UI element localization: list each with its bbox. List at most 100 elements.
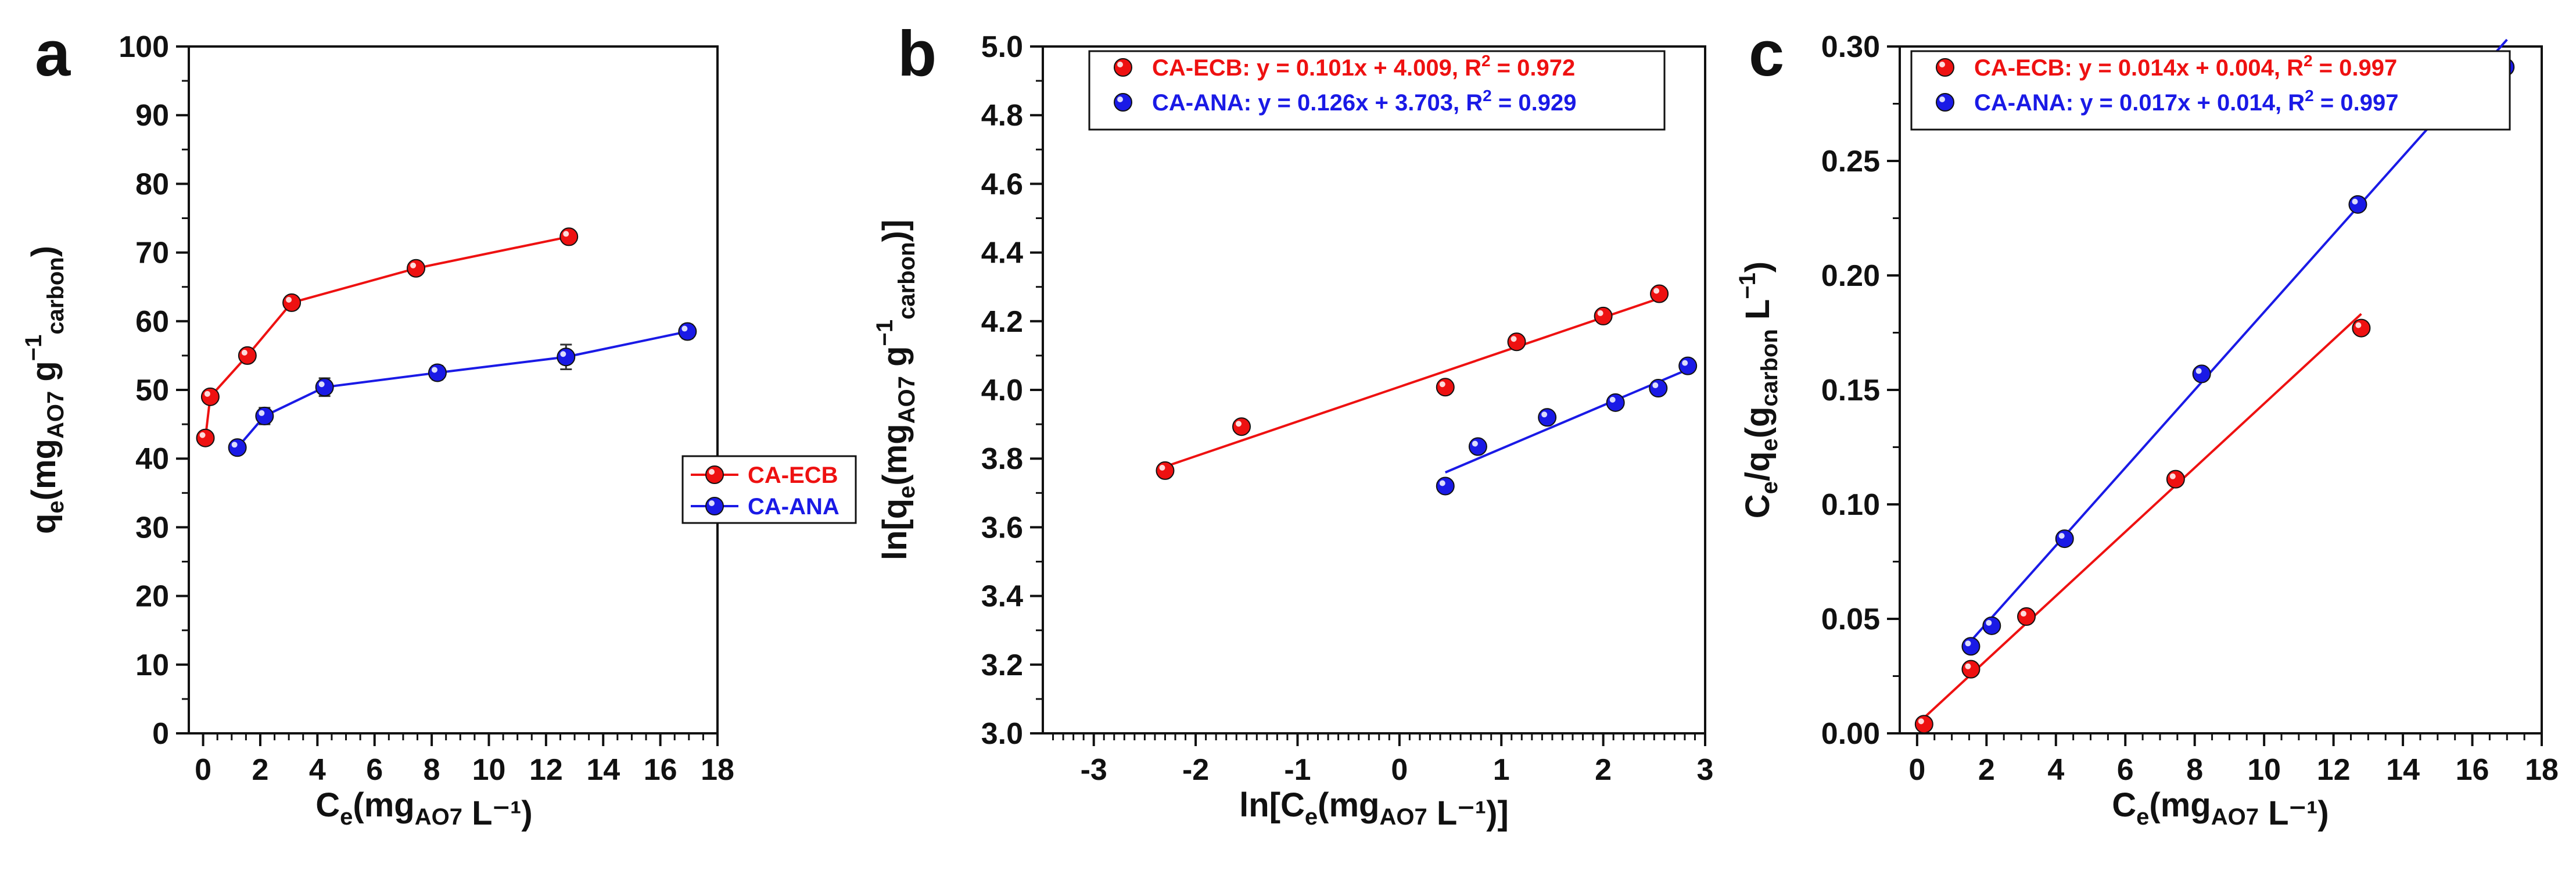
y-tick-label: 90 <box>135 99 169 132</box>
x-tick-label: -1 <box>1284 753 1311 787</box>
data-point-highlight <box>204 390 210 397</box>
y-tick-label: 3.8 <box>981 442 1023 476</box>
data-point <box>2352 318 2371 338</box>
data-point-highlight <box>563 231 569 237</box>
data-point <box>1468 437 1487 456</box>
x-tick-label: 10 <box>472 753 506 787</box>
data-point <box>1436 378 1455 397</box>
data-point-highlight <box>2021 611 2027 617</box>
y-axis-label: Ce/qe(gcarbon L−1) <box>1735 261 1782 519</box>
x-tick-label: 2 <box>1595 753 1612 787</box>
data-point <box>1156 461 1175 480</box>
y-tick-label: 30 <box>135 511 169 544</box>
series-ca-ana <box>1961 38 2515 656</box>
legend-box <box>1910 50 2511 131</box>
x-axis-label: Ce(mgAO7 L⁻¹) <box>315 786 533 832</box>
data-point-highlight <box>1511 336 1517 342</box>
x-tick-label: 4 <box>2047 753 2064 787</box>
x-tick-label: 10 <box>2247 753 2281 787</box>
data-point <box>1961 660 1981 679</box>
y-tick-label: 0.10 <box>1821 488 1880 522</box>
data-point-highlight <box>286 296 292 303</box>
x-tick-label: 8 <box>2186 753 2203 787</box>
data-point-highlight <box>1682 360 1688 366</box>
data-point <box>1594 306 1613 325</box>
y-tick-label: 70 <box>135 237 169 270</box>
x-tick-label: 14 <box>586 753 620 787</box>
data-point-highlight <box>1439 480 1445 486</box>
plot-frame <box>188 45 719 734</box>
data-point-highlight <box>1609 396 1616 403</box>
y-tick-label: 50 <box>135 374 169 407</box>
y-tick-label: 0.00 <box>1821 717 1880 751</box>
data-point <box>1232 417 1251 436</box>
legend-marker-highlight <box>709 500 715 506</box>
data-point <box>1538 408 1557 427</box>
x-axis-label: Ce(mgAO7 L⁻¹) <box>2112 786 2329 832</box>
data-point <box>678 322 697 341</box>
data-point <box>1678 356 1698 375</box>
x-tick-label: 12 <box>2317 753 2351 787</box>
series-ca-ecb <box>1156 284 1669 480</box>
y-tick-label: 10 <box>135 648 169 682</box>
y-tick-label: 4.8 <box>981 99 1023 132</box>
legend-marker <box>705 465 724 484</box>
data-point-highlight <box>431 367 437 373</box>
y-tick-label: 4.6 <box>981 167 1023 201</box>
data-point <box>557 347 576 367</box>
x-tick-label: 16 <box>2456 753 2489 787</box>
data-point-highlight <box>681 325 688 332</box>
legend-marker-highlight <box>709 469 715 475</box>
y-axis-label: ln[qe(mgAO7 g−1carbon)] <box>872 220 920 560</box>
y-tick-label: 0.25 <box>1821 145 1880 178</box>
y-tick-label: 0.05 <box>1821 603 1880 636</box>
data-point-highlight <box>1918 718 1924 725</box>
y-tick-label: 3.4 <box>981 580 1023 614</box>
x-tick-label: 0 <box>1908 753 1925 787</box>
data-point <box>2192 364 2211 384</box>
legend-label: CA-ANA: y = 0.126x + 3.703, R2 = 0.929 <box>1152 87 1576 116</box>
y-tick-label: 0.30 <box>1821 30 1880 64</box>
series-ca-ana <box>1436 356 1698 496</box>
x-axis-label: ln[Ce(mgAO7 L⁻¹)] <box>1239 786 1509 832</box>
data-point <box>1507 332 1526 352</box>
fit-line <box>1916 313 2362 725</box>
legend-marker-highlight <box>1117 62 1123 67</box>
legend-marker-highlight <box>1117 96 1123 102</box>
data-point-highlight <box>1986 619 1992 626</box>
legend-label: CA-ANA <box>748 494 839 519</box>
data-point-highlight <box>199 432 206 438</box>
data-point <box>200 387 220 406</box>
data-point <box>1650 284 1669 303</box>
y-axis-label: qe(mgAO7 g−1carbon) <box>21 246 69 534</box>
data-point <box>1982 616 2001 635</box>
x-tick-label: 0 <box>1391 753 1408 787</box>
legend-marker <box>705 497 724 515</box>
y-tick-label: 0.15 <box>1821 374 1880 407</box>
y-tick-label: 40 <box>135 442 169 476</box>
data-point <box>196 428 215 447</box>
series-ca-ecb <box>1914 313 2371 734</box>
data-point <box>238 346 257 365</box>
legend-box <box>1088 50 1666 131</box>
x-tick-label: -3 <box>1081 753 1107 787</box>
data-point-highlight <box>1439 381 1445 388</box>
y-tick-label: 3.2 <box>981 648 1023 682</box>
data-point-highlight <box>1652 382 1659 389</box>
x-tick-label: 2 <box>252 753 269 787</box>
x-tick-label: -2 <box>1182 753 1209 787</box>
data-point-highlight <box>1653 288 1660 294</box>
y-tick-label: 4.0 <box>981 374 1023 407</box>
y-tick-label: 5.0 <box>981 30 1023 64</box>
data-point <box>428 363 447 382</box>
data-point-highlight <box>1159 464 1165 471</box>
data-point-highlight <box>560 351 566 357</box>
y-tick-label: 20 <box>135 580 169 614</box>
legend-marker <box>1114 93 1132 112</box>
data-point <box>1649 379 1668 398</box>
x-tick-label: 6 <box>2117 753 2134 787</box>
panel-c: c 0 2 4 6 8 10 12 14 16 18 0.00 0.05 0.10 0.15 0.20 0.25… <box>1735 18 2559 832</box>
panel-letter: b <box>898 18 937 89</box>
data-point-highlight <box>2169 473 2176 479</box>
legend-label: CA-ECB <box>748 463 838 488</box>
